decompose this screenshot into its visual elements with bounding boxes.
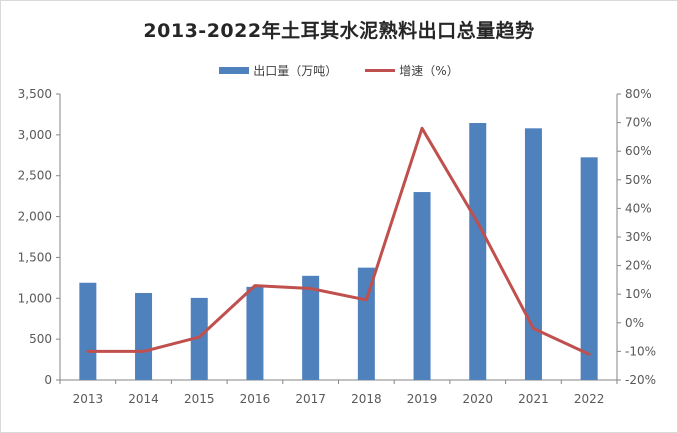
x-axis-tick-label: 2016 (240, 392, 271, 406)
left-axis-tick-label: 3,500 (18, 87, 52, 101)
x-axis-tick-label: 2022 (574, 392, 605, 406)
bar-exports (135, 292, 153, 380)
x-axis-tick-label: 2015 (184, 392, 215, 406)
legend-swatch-bar (219, 66, 250, 74)
right-axis-tick-label: 0% (625, 316, 644, 330)
bar-exports (246, 286, 264, 380)
x-axis-tick-label: 2021 (518, 392, 549, 406)
x-axis-tick-label: 2018 (351, 392, 382, 406)
legend-item-exports: 出口量（万吨） (219, 62, 337, 79)
left-axis-tick-label: 1,500 (18, 250, 52, 264)
x-axis-tick-label: 2020 (462, 392, 493, 406)
x-axis-tick-label: 2019 (407, 392, 438, 406)
bar-exports (524, 128, 542, 380)
right-axis-tick-label: 60% (625, 144, 652, 158)
bar-exports (302, 275, 320, 380)
bar-exports (469, 123, 487, 380)
legend-label-growth: 增速（%） (399, 63, 459, 78)
bar-exports (357, 267, 375, 380)
right-axis-tick-label: 30% (625, 230, 652, 244)
left-axis-tick-label: 2,000 (18, 210, 52, 224)
right-axis-tick-label: 20% (625, 259, 652, 273)
right-axis-tick-label: -10% (625, 344, 656, 358)
right-axis-tick-label: 40% (625, 201, 652, 215)
left-axis-tick-label: 500 (29, 332, 52, 346)
x-axis-tick-label: 2014 (128, 392, 159, 406)
legend-label-exports: 出口量（万吨） (253, 63, 338, 78)
right-axis-tick-label: 80% (625, 87, 652, 101)
right-axis-tick-label: -20% (625, 373, 656, 387)
legend-swatch-line (365, 68, 396, 72)
chart-title: 2013-2022年土耳其水泥熟料出口总量趋势 (143, 20, 535, 42)
legend: 出口量（万吨） 增速（%） (0, 60, 678, 80)
bar-exports (190, 297, 208, 380)
line-growth (86, 126, 591, 356)
left-axis-tick-label: 0 (44, 373, 52, 387)
bar-exports (580, 157, 598, 380)
left-axis-tick-label: 2,500 (18, 169, 52, 183)
x-axis-tick-label: 2013 (73, 392, 104, 406)
left-axis-tick-label: 3,000 (18, 128, 52, 142)
right-axis-tick-label: 70% (625, 116, 652, 130)
legend-item-growth: 增速（%） (365, 62, 459, 79)
bar-exports (79, 282, 97, 380)
x-axis-tick-label: 2017 (295, 392, 326, 406)
left-axis-tick-label: 1,000 (18, 291, 52, 305)
right-axis-tick-label: 10% (625, 287, 652, 301)
bar-exports (413, 192, 431, 380)
right-axis-tick-label: 50% (625, 173, 652, 187)
